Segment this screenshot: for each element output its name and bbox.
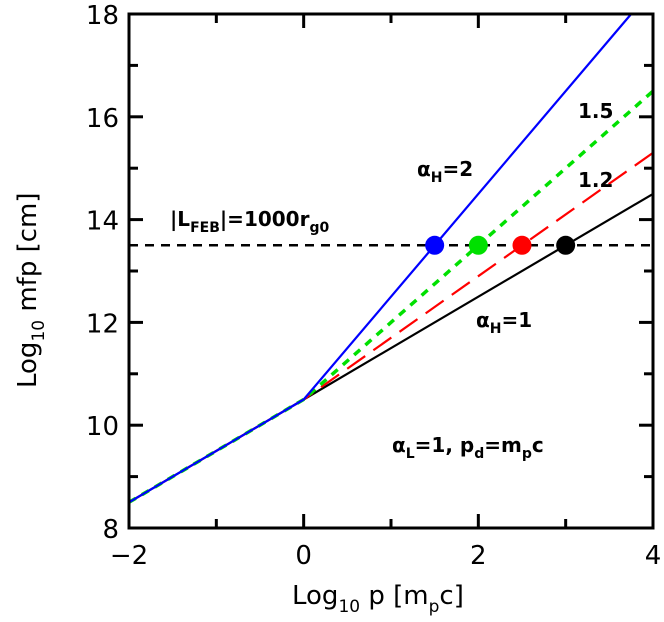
label-lfeb: |LFEB|=1000rg0 [170,207,329,236]
y-tick-label: 10 [86,412,119,442]
marker-point-0 [425,235,445,255]
x-tick-label: −2 [110,541,148,571]
label-1-2: 1.2 [578,168,613,192]
label-1-5: 1.5 [578,99,613,123]
x-tick-label: 0 [295,541,312,571]
marker-point-2 [512,235,532,255]
x-tick-label: 4 [645,541,662,571]
marker-point-3 [556,235,576,255]
x-axis-label: Log10 p [mpc] [292,581,464,617]
y-tick-label: 18 [86,1,119,31]
y-tick-label: 8 [102,515,119,545]
label-alpha-h-1: αH=1 [476,308,532,337]
y-tick-label: 14 [86,207,119,237]
label-params: αL=1, pd=mpc [392,433,544,462]
marker-point-1 [468,235,488,255]
series-line-1 [128,151,654,504]
y-axis-label: Log10 mfp [cm] [13,192,49,388]
y-tick-label: 12 [86,309,119,339]
series-line-3 [128,13,633,504]
x-tick-label: 2 [470,541,487,571]
label-alpha-h-2: αH=2 [417,157,473,186]
y-tick-label: 16 [86,104,119,134]
plot-frame [127,12,655,530]
